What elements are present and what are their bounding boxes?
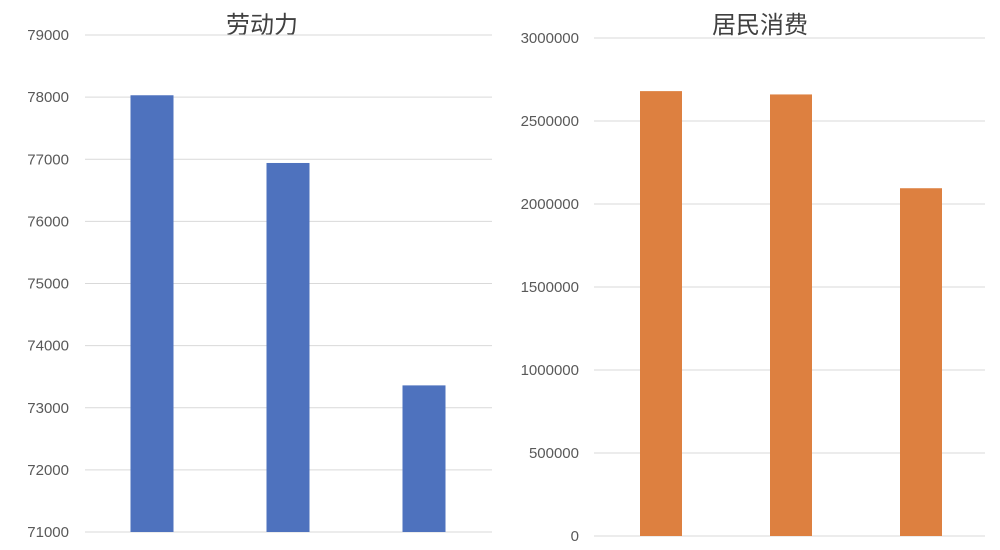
y-tick-label: 0	[571, 528, 579, 545]
y-tick-label: 3000000	[521, 30, 579, 47]
y-tick-label: 76000	[27, 213, 69, 230]
bar	[770, 94, 812, 536]
y-tick-label: 1000000	[521, 362, 579, 379]
household-consumption-chart: 居民消费 0 500000 1000000 1500000 2000000 2500000…	[521, 11, 985, 545]
y-tick-label: 75000	[27, 276, 69, 293]
bar	[130, 95, 174, 532]
y-tick-label: 1500000	[521, 279, 579, 296]
y-tick-label: 500000	[529, 445, 579, 462]
y-tick-labels: 0 500000 1000000 1500000 2000000 2500000 30000…	[521, 30, 579, 545]
y-tick-label: 77000	[27, 151, 69, 168]
chart-title: 居民消费	[712, 11, 808, 39]
bar	[266, 162, 310, 533]
labor-force-chart: 劳动力 710007200073000740007500076000770007…	[27, 11, 492, 541]
y-tick-labels: 71000 72000 73000 74000 75000 76000 77000 78000…	[27, 27, 69, 541]
bar	[402, 385, 446, 532]
bars	[130, 95, 446, 533]
bar	[640, 91, 682, 537]
y-tick-label: 72000	[27, 462, 69, 479]
y-tick-label: 78000	[27, 89, 69, 106]
y-tick-label: 73000	[27, 400, 69, 417]
bars	[640, 91, 942, 537]
y-tick-label: 2500000	[521, 113, 579, 130]
bar	[900, 188, 942, 537]
y-tick-label: 2000000	[521, 196, 579, 213]
y-tick-label: 79000	[27, 27, 69, 44]
chart-title: 劳动力	[226, 11, 298, 39]
y-tick-label: 74000	[27, 338, 69, 355]
y-tick-label: 71000	[27, 524, 69, 541]
